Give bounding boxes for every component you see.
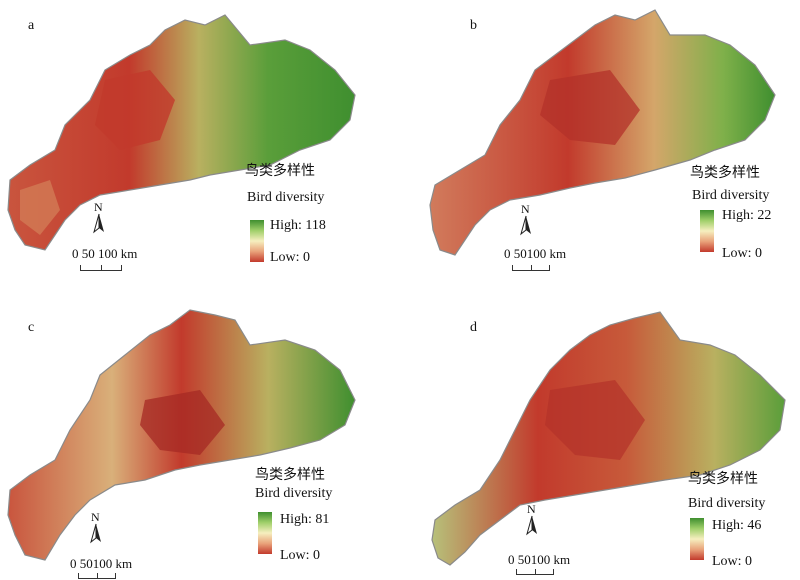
- legend-low: Low: 0: [270, 250, 311, 265]
- scale-label: 0 50100 km: [508, 552, 571, 567]
- panel-label: c: [28, 320, 35, 335]
- legend-high: High: 118: [270, 218, 326, 233]
- legend-color-bar: [258, 512, 272, 554]
- panel-label: b: [470, 18, 477, 33]
- legend-low: Low: 0: [280, 548, 321, 563]
- legend-high: High: 81: [280, 512, 330, 527]
- north-arrow-icon: [93, 213, 104, 234]
- legend-high: High: 46: [712, 518, 762, 533]
- province-shape: [7, 14, 356, 251]
- legend-title-en: Bird diversity: [255, 486, 333, 501]
- panel-label: a: [28, 18, 35, 33]
- north-arrow: N: [522, 502, 542, 538]
- scale-bar: [80, 265, 122, 271]
- legend-title-cn: 鸟类多样性: [690, 165, 760, 181]
- map-panel-a: a N 0 50 100 km 鸟类多样性 Bird diversity Hig…: [0, 0, 400, 290]
- scale-bar: [516, 569, 554, 575]
- region-map: [7, 14, 356, 251]
- legend-title-en: Bird diversity: [688, 496, 766, 511]
- region-map: [429, 9, 776, 256]
- north-label: N: [94, 200, 103, 214]
- region-map: [431, 311, 786, 566]
- scale-bar: [512, 265, 550, 271]
- legend-color-bar: [250, 220, 264, 262]
- legend-title-en: Bird diversity: [247, 190, 325, 205]
- scale-label: 0 50 100 km: [72, 246, 138, 261]
- legend-high: High: 22: [722, 208, 772, 223]
- north-label: N: [527, 502, 536, 516]
- legend-title-cn: 鸟类多样性: [255, 467, 325, 483]
- scale-label: 0 50100 km: [70, 556, 133, 571]
- north-arrow: N: [86, 510, 106, 546]
- map-panel-c: c N 0 50100 km 鸟类多样性 Bird diversity High…: [0, 290, 400, 580]
- legend-color-bar: [690, 518, 704, 560]
- north-arrow: N: [89, 200, 109, 236]
- region-map: [7, 309, 356, 561]
- scale-bar: [78, 573, 116, 579]
- north-arrow: N: [516, 202, 536, 238]
- north-arrow-icon: [90, 523, 101, 544]
- panel-label: d: [470, 320, 477, 335]
- north-label: N: [91, 510, 100, 524]
- legend-title-en: Bird diversity: [692, 188, 770, 203]
- north-arrow-icon: [520, 215, 531, 236]
- legend-low: Low: 0: [722, 246, 763, 261]
- legend-low: Low: 0: [712, 554, 753, 569]
- north-arrow-icon: [526, 515, 537, 536]
- legend-title-cn: 鸟类多样性: [688, 471, 758, 487]
- scale-label: 0 50100 km: [504, 246, 567, 261]
- north-label: N: [521, 202, 530, 216]
- map-panel-d: d N 0 50100 km 鸟类多样性 Bird diversity High…: [400, 290, 800, 580]
- legend-color-bar: [700, 210, 714, 252]
- legend-title-cn: 鸟类多样性: [245, 163, 315, 179]
- map-panel-b: b N 0 50100 km 鸟类多样性 Bird diversity High…: [400, 0, 800, 290]
